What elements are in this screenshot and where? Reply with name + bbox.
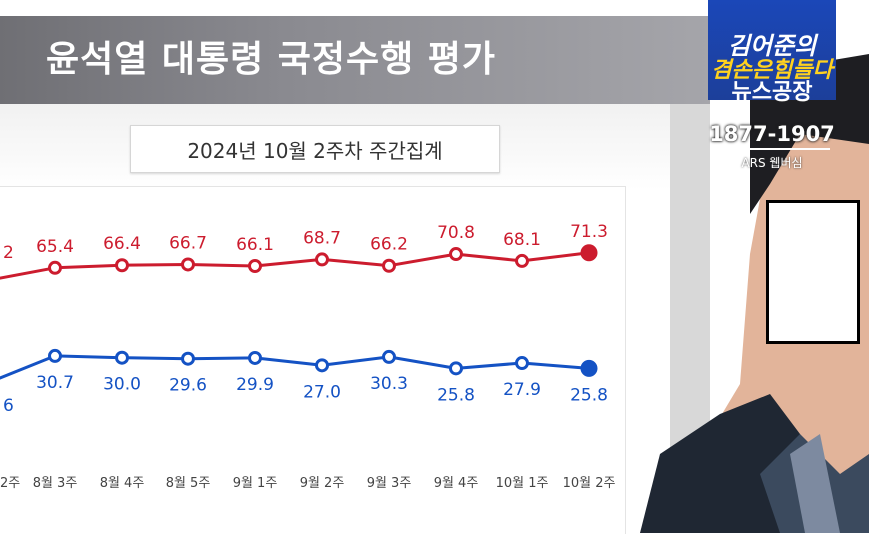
x-tick-label: 8월 4주 <box>100 476 145 491</box>
data-label: 30.3 <box>370 374 408 394</box>
logo-mid-text: 겸손은힘들다 <box>711 58 833 83</box>
data-label: 66.2 <box>370 235 408 255</box>
phone-underline <box>712 148 830 150</box>
data-label: 65.4 <box>36 237 74 257</box>
data-point <box>315 252 329 267</box>
data-label: 66.4 <box>103 234 141 254</box>
x-tick-label: 9월 1주 <box>233 476 278 491</box>
data-point <box>48 348 62 363</box>
chart-subtitle: 2024년 10월 2주차 주간집계 <box>130 125 500 173</box>
x-tick-label: 9월 2주 <box>300 476 345 491</box>
data-point <box>181 257 195 272</box>
x-tick-label: 10월 1주 <box>496 476 549 491</box>
series-line <box>0 354 590 380</box>
data-point <box>580 244 598 262</box>
data-point <box>48 260 62 275</box>
x-tick-label: 9월 4주 <box>434 476 479 491</box>
x-tick-label: 2주 <box>0 476 20 491</box>
x-tick-label: 10월 2주 <box>563 476 616 491</box>
data-point <box>580 359 598 377</box>
data-label: 29.6 <box>169 376 207 396</box>
data-label: 2 <box>3 243 14 263</box>
data-point <box>181 351 195 366</box>
logo-bottom-text: 뉴스공장 <box>731 80 813 105</box>
data-point <box>449 361 463 376</box>
data-point <box>315 358 329 373</box>
data-label: 71.3 <box>570 222 608 242</box>
data-label: 29.9 <box>236 375 274 395</box>
data-label: 27.9 <box>503 380 541 400</box>
phone-number: 1877-1907 <box>709 122 835 146</box>
data-label: 68.7 <box>303 228 341 248</box>
data-point <box>515 356 529 371</box>
data-point <box>449 247 463 262</box>
page-title: 윤석열 대통령 국정수행 평가 <box>46 39 497 80</box>
data-label: 6 <box>3 396 14 416</box>
data-label: 25.8 <box>437 385 475 405</box>
data-point <box>382 349 396 364</box>
face-redaction-box <box>766 200 860 344</box>
data-label: 25.8 <box>570 385 608 405</box>
data-label: 68.1 <box>503 230 541 250</box>
data-point <box>515 253 529 268</box>
data-point <box>115 258 129 273</box>
person-image <box>640 54 869 533</box>
data-label: 70.8 <box>437 223 475 243</box>
data-label: 30.7 <box>36 373 74 393</box>
logo-top-text: 김어준의 <box>727 32 817 60</box>
data-label: 27.0 <box>303 382 341 402</box>
x-tick-label: 8월 5주 <box>166 476 211 491</box>
ars-note: ARS 웹버심 <box>741 156 803 170</box>
data-point <box>115 350 129 365</box>
data-label: 66.7 <box>169 233 207 253</box>
x-tick-label: 9월 3주 <box>367 476 412 491</box>
data-point <box>248 259 262 273</box>
x-tick-label: 8월 3주 <box>33 476 78 491</box>
series-line <box>0 251 590 280</box>
show-logo: 김어준의 겸손은힘들다 뉴스공장 <box>708 0 836 105</box>
data-point <box>248 350 262 365</box>
title-band <box>0 16 710 104</box>
data-label: 66.1 <box>236 235 274 255</box>
data-label: 30.0 <box>103 375 141 395</box>
data-point <box>382 258 396 273</box>
